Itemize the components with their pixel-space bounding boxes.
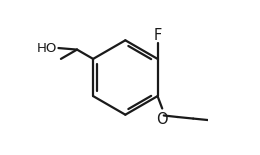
Text: HO: HO [36,42,57,55]
Text: O: O [157,112,168,127]
Text: F: F [153,28,162,43]
